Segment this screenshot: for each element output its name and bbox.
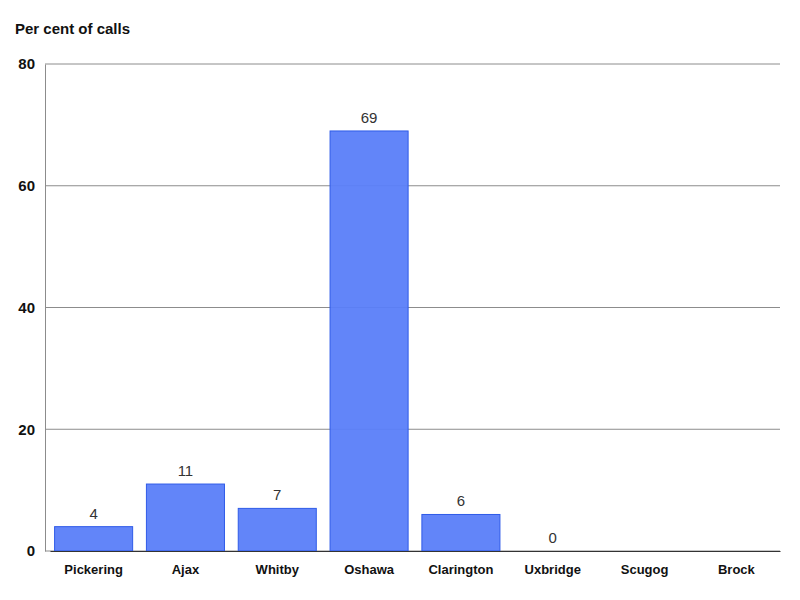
y-tick-label: 40 [18,299,35,316]
bar [238,508,316,551]
x-tick: Scugog [621,551,669,577]
data-label: 6 [457,492,465,509]
x-tick-label: Brock [718,562,756,577]
y-axis-title: Per cent of calls [15,20,130,37]
x-tick-label: Uxbridge [525,562,581,577]
data-label: 4 [89,505,97,522]
bar [55,527,133,551]
data-label: 7 [273,486,281,503]
x-tick-label: Oshawa [344,562,395,577]
x-tick: Clarington [428,551,493,577]
y-tick-label: 80 [18,55,35,72]
bar [146,484,224,551]
x-tick: Uxbridge [525,551,581,577]
grid-line [45,185,780,186]
y-tick: 80 [18,55,45,72]
x-tick-label: Ajax [172,562,200,577]
bar [330,131,408,551]
grid-line [45,307,780,308]
x-tick-label: Clarington [428,562,493,577]
y-tick-label: 60 [18,177,35,194]
data-label: 11 [178,462,194,479]
x-tick: Pickering [64,551,123,577]
y-tick: 0 [27,542,45,559]
bars [55,131,500,551]
grid [45,64,780,551]
y-axis-line [45,65,46,552]
x-tick-label: Scugog [621,562,669,577]
data-label: 69 [361,109,378,126]
y-tick-label: 0 [27,542,35,559]
x-tick: Ajax [172,551,200,577]
x-tick: Oshawa [344,551,395,577]
x-tick: Brock [718,551,756,577]
data-label: 0 [549,529,557,546]
data-labels: 4 11 7 69 6 0 [89,109,556,546]
x-tick-label: Pickering [64,562,123,577]
y-tick: 60 [18,177,45,194]
y-tick: 20 [18,421,45,438]
x-axis-line [51,551,781,552]
y-tick-label: 20 [18,421,35,438]
y-axis: 0 20 40 60 80 [18,55,45,559]
x-tick: Whitby [256,551,300,577]
y-tick: 40 [18,299,45,316]
bar [422,514,500,551]
x-axis: Pickering Ajax Whitby Oshawa Clarington Uxbri… [51,551,781,577]
grid-line [45,429,780,430]
chart: 020406080PickeringAjaxWhitbyOshawaClarin… [0,0,800,600]
x-tick-label: Whitby [256,562,300,577]
grid-line [45,64,780,65]
